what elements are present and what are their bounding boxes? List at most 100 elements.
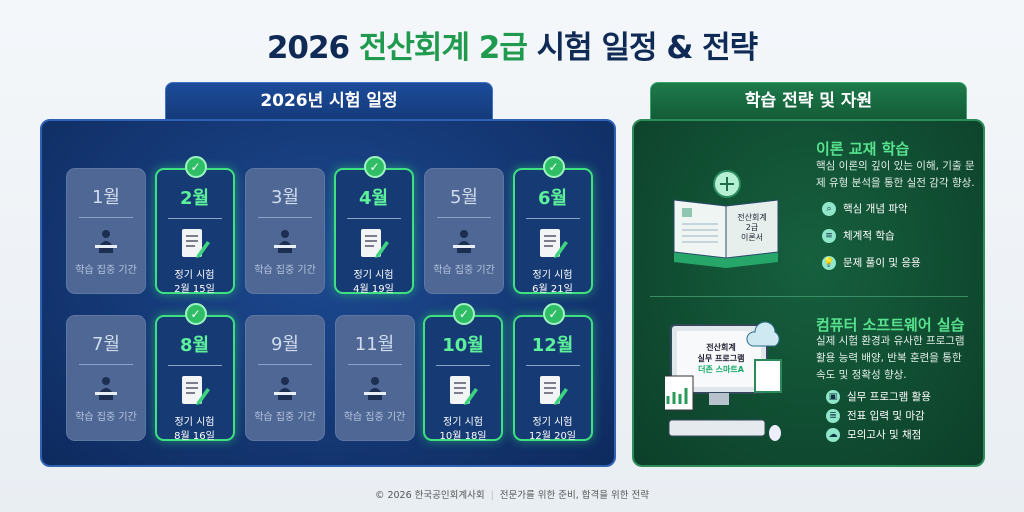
exam-date: 6월 21일 [532, 284, 573, 295]
document-pen-icon [360, 229, 389, 258]
card-label: 정기 시험 [532, 270, 573, 281]
database-icon: ≣ [826, 408, 840, 423]
card-label: 정기 시험 [353, 270, 394, 281]
section-divider [650, 296, 968, 297]
divider [346, 218, 401, 219]
study-desk-icon [274, 377, 296, 400]
svg-text:전산회계: 전산회계 [706, 342, 735, 352]
divider [436, 365, 490, 366]
cloud-icon: ☁ [826, 427, 840, 442]
computer-illustration: 전산회계 실무 프로그램 더존 스마트A [665, 321, 782, 441]
month-label: 1월 [91, 187, 120, 208]
month-label: 10월 [442, 335, 484, 356]
exam-date: 10월 18일 [439, 431, 487, 442]
exam-date: 8월 16일 [174, 431, 215, 442]
month-label: 2월 [179, 188, 210, 209]
document-pen-icon [181, 229, 210, 258]
footer: © 2026 한국공인회계사회 | 전문가를 위한 준비, 합격을 위한 전략 [374, 490, 650, 501]
month-label: 3월 [270, 187, 299, 208]
software-item: ☁ 모의고사 및 채점 [826, 427, 921, 442]
document-pen-icon [181, 376, 210, 405]
card-label: 정기 시험 [174, 417, 215, 428]
svg-text:2급: 2급 [746, 223, 758, 232]
software-item: ▣ 실무 프로그램 활용 [826, 389, 931, 404]
check-icon: ✓ [184, 303, 207, 325]
strategy-header: 학습 전략 및 자원 [650, 82, 967, 120]
progress-bars-icon: ≡ [822, 228, 836, 243]
divider [347, 364, 402, 365]
window-search-icon: ▣ [826, 389, 840, 404]
exam-date: 2월 15일 [174, 284, 215, 295]
card-label: 학습 집중 기간 [75, 412, 137, 423]
exam-date: 4월 19일 [353, 284, 394, 295]
software-item: ≣ 전표 입력 및 마감 [826, 408, 925, 423]
theory-item: ≡ 체계적 학습 [822, 228, 895, 243]
month-label: 5월 [449, 187, 478, 208]
divider [167, 218, 222, 219]
check-icon: ✓ [363, 156, 386, 178]
document-pen-icon [539, 376, 568, 405]
card-label: 학습 집중 기간 [75, 265, 137, 276]
month-label: 4월 [358, 188, 389, 209]
month-label: 6월 [537, 188, 568, 209]
magnifier-icon: ⌕ [822, 201, 836, 216]
document-pen-icon [450, 376, 478, 405]
software-title: 컴퓨터 소프트웨어 실습 [816, 316, 965, 334]
divider [79, 217, 133, 218]
divider [258, 217, 312, 218]
card-label: 학습 집중 기간 [254, 265, 316, 276]
card-label: 정기 시험 [174, 270, 215, 281]
check-icon: ✓ [453, 303, 475, 325]
page-title: 2026 전산회계 2급 시험 일정 & 전략 [266, 30, 758, 66]
month-label: 11월 [354, 334, 395, 355]
divider [167, 365, 222, 366]
lightbulb-icon: 💡 [822, 255, 836, 270]
card-label: 학습 집중 기간 [343, 412, 406, 423]
theory-item: ⌕ 핵심 개념 파악 [822, 201, 908, 216]
divider [437, 217, 491, 218]
divider [525, 218, 580, 219]
month-label: 9월 [270, 334, 299, 355]
check-icon: ✓ [542, 303, 565, 325]
check-icon: ✓ [542, 156, 565, 178]
theory-item: 💡 문제 풀이 및 응용 [822, 255, 921, 270]
divider [525, 365, 580, 366]
theory-desc: 핵심 이론의 깊이 있는 이해, 기출 문제 유형 분석을 통한 실전 감각 향… [816, 160, 975, 189]
textbook-illustration: 전산회계 2급 이론서 [673, 170, 779, 268]
book-cover-text: 전산회계 [737, 212, 766, 222]
schedule-header: 2026년 시험 일정 [165, 82, 493, 120]
card-label: 정기 시험 [443, 417, 483, 428]
theory-title: 이론 교재 학습 [816, 140, 910, 158]
svg-text:이론서: 이론서 [741, 232, 763, 242]
card-label: 정기 시험 [532, 417, 573, 428]
check-icon: ✓ [184, 156, 207, 178]
card-label: 학습 집중 기간 [433, 265, 495, 276]
month-label: 8월 [179, 335, 210, 356]
document-pen-icon [539, 229, 568, 258]
divider [258, 364, 312, 365]
divider [79, 364, 133, 365]
svg-text:더존 스마트A: 더존 스마트A [698, 364, 745, 374]
software-desc: 실제 시험 환경과 유사한 프로그램 활용 능력 배양, 반복 훈련을 통한 속… [816, 335, 965, 381]
exam-date: 12월 20일 [528, 431, 577, 442]
study-desk-icon [274, 230, 296, 253]
study-desk-icon [95, 230, 117, 253]
month-label: 12월 [531, 335, 574, 356]
month-label: 7월 [91, 334, 120, 355]
study-desk-icon [95, 377, 117, 400]
svg-text:실무 프로그램: 실무 프로그램 [698, 353, 745, 363]
card-label: 학습 집중 기간 [254, 412, 316, 423]
study-desk-icon [363, 377, 386, 400]
study-desk-icon [453, 230, 475, 253]
